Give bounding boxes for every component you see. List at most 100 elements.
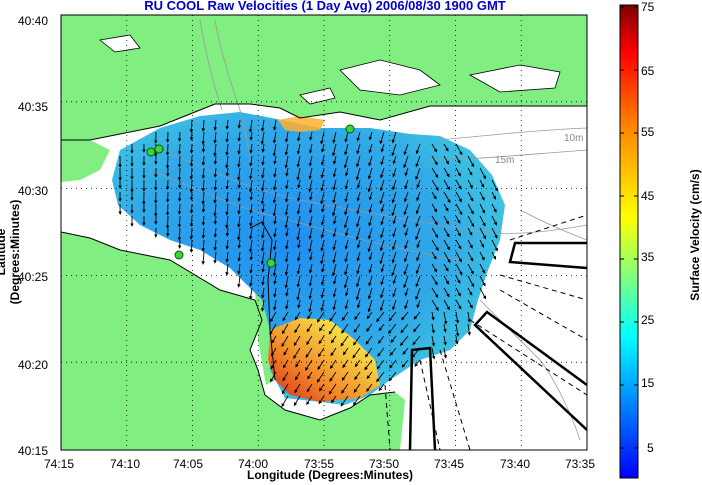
velocity-arrow <box>443 227 450 238</box>
velocity-arrow <box>356 251 361 262</box>
velocity-arrow <box>189 179 194 193</box>
velocity-arrow <box>416 251 421 262</box>
radar-site-marker[interactable] <box>345 124 355 134</box>
velocity-arrow <box>443 179 450 191</box>
velocity-arrow <box>305 359 313 371</box>
velocity-arrow <box>329 359 337 370</box>
velocity-arrow <box>491 251 497 260</box>
velocity-arrow <box>344 167 349 177</box>
velocity-arrow <box>248 179 253 193</box>
velocity-arrow <box>237 239 242 249</box>
velocity-arrow <box>293 335 301 347</box>
velocity-arrow <box>330 395 337 404</box>
velocity-arrow <box>308 275 313 287</box>
velocity-arrow <box>380 215 385 226</box>
velocity-arrow <box>467 155 475 168</box>
velocity-arrow <box>402 347 409 355</box>
velocity-arrow <box>282 371 289 382</box>
velocity-arrow <box>431 347 436 360</box>
velocity-arrow <box>401 311 409 321</box>
velocity-arrow <box>225 119 230 130</box>
x-axis-label: Longitude (Degrees:Minutes) <box>246 468 413 482</box>
velocity-arrow <box>391 131 397 144</box>
velocity-arrow <box>284 155 289 169</box>
velocity-arrow <box>261 275 265 286</box>
velocity-arrow <box>366 383 373 392</box>
velocity-arrow <box>249 227 253 240</box>
velocity-arrow <box>270 311 277 323</box>
velocity-arrow <box>366 311 373 320</box>
velocity-arrow <box>272 191 277 204</box>
velocity-arrow <box>404 287 409 297</box>
velocity-arrow <box>412 335 421 346</box>
velocity-arrow <box>284 275 289 289</box>
velocity-arrow <box>332 263 337 277</box>
velocity-arrow <box>341 371 349 381</box>
velocity-arrow <box>367 179 373 193</box>
velocity-arrow <box>189 119 194 133</box>
radar-site-marker[interactable] <box>266 258 276 268</box>
velocity-arrow <box>491 191 497 200</box>
velocity-arrow <box>318 347 325 358</box>
velocity-arrow <box>284 263 289 276</box>
velocity-arrow <box>320 155 325 166</box>
velocity-arrow <box>332 227 337 238</box>
velocity-arrow <box>431 179 439 192</box>
velocity-arrow <box>391 263 397 277</box>
velocity-arrow <box>415 155 421 168</box>
velocity-arrow <box>177 131 182 142</box>
depth-label-10m: 10m <box>564 133 583 144</box>
velocity-arrow <box>272 203 277 217</box>
velocity-arrow <box>443 299 450 311</box>
velocity-arrow <box>380 203 385 213</box>
velocity-arrow <box>201 179 206 192</box>
velocity-arrow <box>356 275 361 288</box>
velocity-arrow <box>340 335 349 347</box>
velocity-arrow <box>308 143 313 154</box>
velocity-arrow <box>249 251 254 261</box>
radar-site-marker[interactable] <box>146 147 156 157</box>
velocity-arrow <box>225 155 229 169</box>
velocity-arrow <box>201 203 206 213</box>
velocity-arrow <box>320 131 325 145</box>
colorbar-tick-label: 45 <box>641 189 655 203</box>
velocity-arrow <box>354 311 361 321</box>
velocity-arrow <box>249 287 253 300</box>
velocity-arrow <box>414 359 421 367</box>
velocity-arrow <box>368 251 373 261</box>
x-tick-label: 74:05 <box>173 457 204 471</box>
velocity-arrow <box>330 335 337 344</box>
velocity-arrow <box>297 299 301 309</box>
velocity-arrow <box>295 359 301 368</box>
velocity-arrow <box>367 299 373 313</box>
velocity-arrow <box>260 251 265 265</box>
velocity-arrow <box>296 155 301 168</box>
velocity-arrow <box>343 215 349 229</box>
velocity-arrow <box>368 131 373 141</box>
velocity-arrow <box>379 299 385 312</box>
velocity-arrow <box>293 347 301 359</box>
velocity-arrow <box>467 227 473 236</box>
velocity-arrow <box>225 251 229 263</box>
velocity-arrow <box>344 143 349 156</box>
velocity-arrow <box>380 143 385 153</box>
radar-site-marker[interactable] <box>154 144 164 154</box>
velocity-arrow <box>356 299 361 309</box>
radar-site-marker[interactable] <box>174 250 184 260</box>
velocity-arrow <box>249 131 254 141</box>
velocity-arrow <box>272 131 277 144</box>
velocity-arrow <box>479 167 487 180</box>
velocity-arrow <box>455 323 460 337</box>
colorbar-tick-label: 25 <box>641 313 655 327</box>
velocity-arrow <box>201 143 206 153</box>
velocity-arrow <box>344 251 349 263</box>
velocity-arrow <box>306 383 313 393</box>
velocity-arrow <box>344 239 349 250</box>
velocity-arrow <box>443 143 449 152</box>
velocity-arrow <box>316 311 325 323</box>
velocity-arrow <box>390 335 397 344</box>
velocity-arrow <box>308 263 313 274</box>
velocity-arrow <box>356 191 361 202</box>
velocity-arrow <box>284 191 289 203</box>
velocity-arrow <box>344 131 349 143</box>
